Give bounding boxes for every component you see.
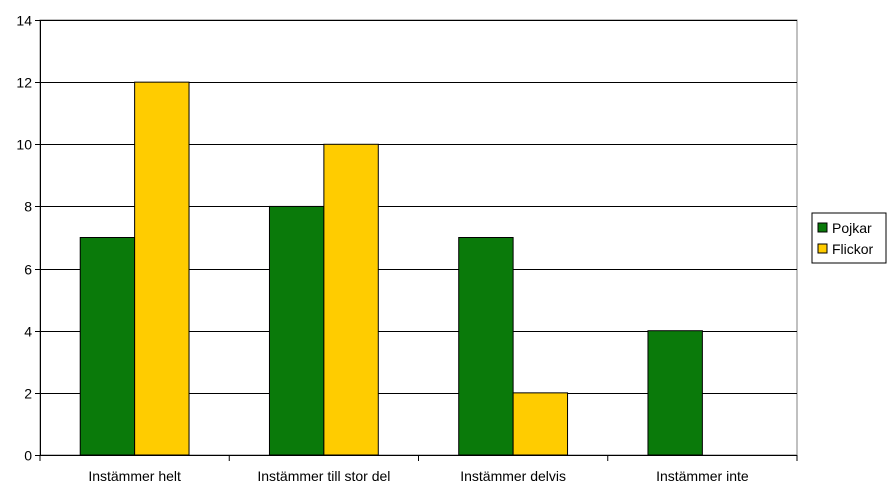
legend-box <box>811 212 887 264</box>
legend-swatch-flickor <box>817 243 828 254</box>
x-category-label: Instämmer helt <box>88 468 181 484</box>
legend: Pojkar Flickor <box>811 212 887 264</box>
legend-label-flickor: Flickor <box>832 241 874 257</box>
x-category-label: Instämmer till stor del <box>257 468 390 484</box>
y-tick-label: 12 <box>16 75 32 91</box>
bar-pojkar-2 <box>268 205 325 456</box>
axes: 0 2 4 6 8 10 12 14 Instämmer helt Instämmer till … <box>16 13 798 484</box>
y-tick-label: 2 <box>24 386 32 402</box>
bar-pojkar-1 <box>79 237 136 456</box>
y-tick-label: 0 <box>24 448 32 464</box>
bar-flickor-1 <box>134 81 190 456</box>
bar-flickor-2 <box>323 143 379 456</box>
bar-pojkar-4 <box>647 330 703 456</box>
x-category-label: Instämmer delvis <box>460 468 566 484</box>
legend-swatch-pojkar <box>817 222 828 233</box>
bars <box>79 81 703 456</box>
y-tick-label: 6 <box>24 262 32 278</box>
bar-flickor-3 <box>512 392 569 456</box>
legend-label-pojkar: Pojkar <box>832 220 872 236</box>
y-tick-label: 8 <box>24 199 32 215</box>
x-category-label: Instämmer inte <box>656 468 749 484</box>
y-tick-label: 4 <box>24 324 32 340</box>
y-tick-label: 14 <box>16 13 32 29</box>
bar-pojkar-3 <box>458 237 514 456</box>
y-tick-label: 10 <box>16 137 32 153</box>
